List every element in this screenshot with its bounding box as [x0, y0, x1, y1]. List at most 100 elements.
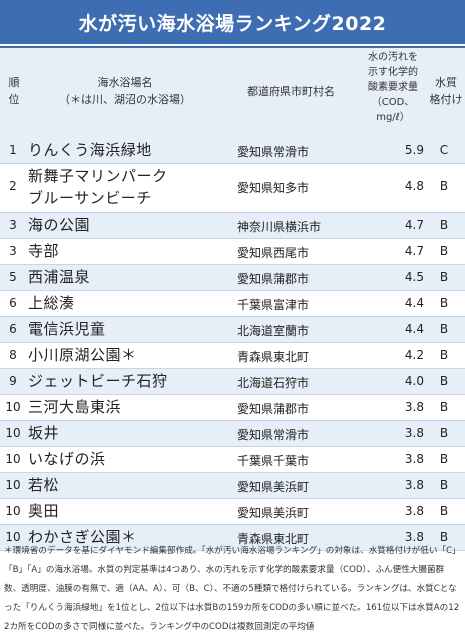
header-cod-line: 示す化学的 — [368, 67, 418, 78]
header-city: 都道府県市町村名 — [247, 85, 335, 98]
row-beach-name: ジェットビーチ石狩 — [28, 372, 168, 390]
row-city: 愛知県知多市 — [237, 181, 310, 195]
table-row: 10 奥田 愛知県美浜町 3.8 B — [0, 499, 465, 525]
header-cod-line: 水の汚れを — [368, 52, 418, 63]
row-rank: 10 — [5, 426, 21, 440]
header-cod-line: 酸素要求量 — [368, 82, 418, 93]
row-rank: 10 — [5, 478, 21, 492]
table-row: 10 三河大島東浜 愛知県蒲郡市 3.8 B — [0, 395, 465, 421]
row-rank: 3 — [9, 218, 17, 232]
table-row: 9 ジェットビーチ石狩 北海道石狩市 4.0 B — [0, 369, 465, 395]
header-grade-line: 格付け — [429, 93, 463, 106]
row-city: 愛知県美浜町 — [237, 480, 310, 494]
header-rank: 順 位 — [6, 74, 22, 108]
row-beach-name: 海の公園 — [28, 216, 91, 234]
row-cod: 3.8 — [404, 530, 424, 544]
row-beach-name: 若松 — [28, 476, 60, 494]
row-beach-name-line: 新舞子マリンパーク — [28, 167, 168, 185]
row-grade: C — [439, 143, 449, 157]
header-grade: 水質 格付け — [428, 74, 464, 108]
row-beach-name: わかさぎ公園＊ — [28, 528, 137, 546]
row-cod: 4.7 — [404, 218, 424, 232]
source-note: ＊環境省のデータを基にダイヤモンド編集部作成。「水が汚い海水浴場ランキング」の対… — [4, 546, 460, 632]
row-beach-name-line: ブルーサンビーチ — [28, 189, 152, 207]
row-city: 千葉県富津市 — [237, 298, 310, 312]
row-cod: 3.8 — [404, 478, 424, 492]
row-grade: B — [439, 270, 449, 284]
header-cod-line: mg/ℓ） — [376, 112, 410, 123]
table-row: 10 わかさぎ公園＊ 青森県東北町 3.8 B — [0, 525, 465, 551]
row-grade: B — [439, 218, 449, 232]
header-name-line: （＊は川、湖沼の水浴場） — [59, 93, 191, 106]
row-beach-name: 三河大島東浜 — [28, 398, 122, 416]
table-row: 10 坂井 愛知県常滑市 3.8 B — [0, 421, 465, 447]
row-grade: B — [439, 504, 449, 518]
row-cod: 4.5 — [404, 270, 424, 284]
table-row: 2 新舞子マリンパーク ブルーサンビーチ 愛知県知多市 4.8 B — [0, 164, 465, 213]
row-grade: B — [439, 452, 449, 466]
table-row: 1 りんくう海浜緑地 愛知県常滑市 5.9 C — [0, 138, 465, 164]
ranking-table: 1 りんくう海浜緑地 愛知県常滑市 5.9 C 2 新舞子マリンパーク ブルーサ… — [0, 138, 465, 551]
row-city: 青森県東北町 — [237, 350, 310, 364]
row-city: 愛知県美浜町 — [237, 506, 310, 520]
row-rank: 10 — [5, 504, 21, 518]
row-cod: 4.7 — [404, 244, 424, 258]
header-beach-name: 海水浴場名 （＊は川、湖沼の水浴場） — [30, 74, 220, 108]
table-row: 10 若松 愛知県美浜町 3.8 B — [0, 473, 465, 499]
table-row: 10 いなげの浜 千葉県千葉市 3.8 B — [0, 447, 465, 473]
table-row: 6 上総湊 千葉県富津市 4.4 B — [0, 291, 465, 317]
row-cod: 4.0 — [404, 374, 424, 388]
row-beach-name: 奥田 — [28, 502, 60, 520]
row-beach-name: 西浦温泉 — [28, 268, 91, 286]
table-row: 3 寺部 愛知県西尾市 4.7 B — [0, 239, 465, 265]
row-rank: 1 — [9, 143, 17, 157]
row-rank: 6 — [9, 296, 17, 310]
page-title: 水が汚い海水浴場ランキング2022 — [0, 0, 465, 44]
row-cod: 3.8 — [404, 504, 424, 518]
row-rank: 10 — [5, 530, 21, 544]
row-rank: 5 — [9, 270, 17, 284]
row-city: 青森県東北町 — [237, 532, 310, 546]
row-rank: 3 — [9, 244, 17, 258]
row-rank: 9 — [9, 374, 17, 388]
row-cod: 3.8 — [404, 426, 424, 440]
table-header: 順 位 海水浴場名 （＊は川、湖沼の水浴場） 都道府県市町村名 水の汚れを 示す… — [0, 46, 465, 140]
row-city: 愛知県西尾市 — [237, 246, 310, 260]
row-city: 愛知県常滑市 — [237, 145, 310, 159]
row-cod: 5.9 — [404, 143, 424, 157]
row-beach-name: いなげの浜 — [28, 450, 106, 468]
row-beach-name: 新舞子マリンパーク ブルーサンビーチ — [28, 165, 168, 209]
row-cod: 3.8 — [404, 452, 424, 466]
row-grade: B — [439, 400, 449, 414]
row-grade: B — [439, 322, 449, 336]
header-cod-line: （COD、 — [371, 97, 415, 108]
row-beach-name: 電信浜児童 — [28, 320, 106, 338]
row-grade: B — [439, 348, 449, 362]
row-city: 千葉県千葉市 — [237, 454, 310, 468]
header-grade-line: 水質 — [435, 76, 457, 89]
row-city: 北海道石狩市 — [237, 376, 310, 390]
header-rank-line: 位 — [8, 93, 20, 106]
header-rank-line: 順 — [8, 76, 20, 89]
row-city: 愛知県蒲郡市 — [237, 272, 310, 286]
table-row: 8 小川原湖公園＊ 青森県東北町 4.2 B — [0, 343, 465, 369]
header-cod: 水の汚れを 示す化学的 酸素要求量 （COD、 mg/ℓ） — [356, 50, 430, 125]
row-grade: B — [439, 179, 449, 193]
row-beach-name: 坂井 — [28, 424, 60, 442]
row-beach-name: 小川原湖公園＊ — [28, 346, 137, 364]
table-row: 5 西浦温泉 愛知県蒲郡市 4.5 B — [0, 265, 465, 291]
row-city: 神奈川県横浜市 — [237, 220, 322, 234]
row-beach-name: 上総湊 — [28, 294, 75, 312]
row-rank: 6 — [9, 322, 17, 336]
row-cod: 4.2 — [404, 348, 424, 362]
row-grade: B — [439, 244, 449, 258]
row-grade: B — [439, 478, 449, 492]
row-city: 愛知県常滑市 — [237, 428, 310, 442]
row-rank: 10 — [5, 452, 21, 466]
row-grade: B — [439, 426, 449, 440]
row-cod: 4.4 — [404, 296, 424, 310]
row-cod: 4.8 — [404, 179, 424, 193]
row-grade: B — [439, 296, 449, 310]
row-rank: 2 — [9, 179, 17, 193]
table-row: 6 電信浜児童 北海道室蘭市 4.4 B — [0, 317, 465, 343]
